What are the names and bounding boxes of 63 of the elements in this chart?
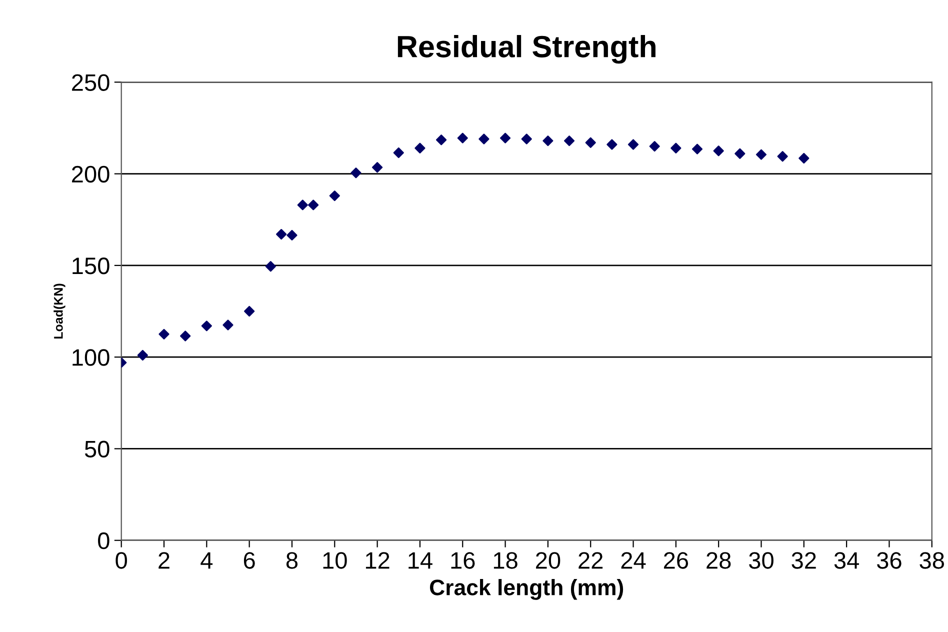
point <box>521 134 532 144</box>
x-tick-label: 2 <box>158 552 170 569</box>
y-tick-label: 50 <box>84 440 110 458</box>
point <box>564 136 575 146</box>
y-tick-label: 200 <box>72 166 110 183</box>
point <box>777 151 788 162</box>
point <box>585 137 596 148</box>
x-tick-label: 26 <box>664 552 688 569</box>
point <box>137 350 148 361</box>
point <box>201 320 212 332</box>
x-tick-label: 18 <box>494 552 518 569</box>
x-tick-label: 12 <box>366 552 390 569</box>
x-tick-label: 36 <box>876 552 902 569</box>
point <box>649 141 660 152</box>
point <box>297 200 308 210</box>
x-tick-label: 14 <box>408 552 432 569</box>
point <box>158 328 170 340</box>
point <box>308 200 319 210</box>
point <box>713 146 724 156</box>
point <box>244 306 255 317</box>
x-tick-label: 22 <box>578 552 603 569</box>
point <box>222 320 234 330</box>
x-tick-label: 34 <box>834 552 860 569</box>
point <box>436 134 447 146</box>
y-axis-title: Load(KN) <box>54 284 66 339</box>
x-tick-label: 0 <box>116 552 127 569</box>
point <box>265 261 276 272</box>
x-axis-title: Crack length (mm) <box>430 579 624 600</box>
x-tick-label: 8 <box>286 552 298 569</box>
point <box>286 230 298 240</box>
x-tick-label: 30 <box>749 552 774 569</box>
point <box>329 190 340 202</box>
point <box>670 142 682 154</box>
point <box>276 228 287 240</box>
point <box>393 147 404 158</box>
point <box>350 168 362 178</box>
point <box>756 149 767 160</box>
point <box>372 162 383 173</box>
point <box>798 152 810 164</box>
point <box>734 148 746 159</box>
point <box>478 134 490 144</box>
y-tick-label: 250 <box>72 74 110 91</box>
y-tick-label: 100 <box>72 349 110 366</box>
point <box>692 144 703 154</box>
point <box>628 139 639 150</box>
point <box>500 132 511 144</box>
chart-title: Residual Strength <box>398 35 656 64</box>
x-tick-label: 24 <box>621 552 646 569</box>
x-tick-label: 32 <box>792 552 816 569</box>
point <box>414 142 426 154</box>
x-tick-label: 16 <box>451 552 475 569</box>
x-tick-label: 6 <box>244 552 255 569</box>
y-tick-label: 150 <box>72 258 110 274</box>
x-tick-label: 28 <box>706 552 731 569</box>
point <box>542 136 554 146</box>
x-tick-label: 38 <box>920 552 944 569</box>
x-tick-label: 4 <box>200 552 213 569</box>
point <box>180 330 191 342</box>
point <box>606 139 618 150</box>
x-tick-label: 10 <box>323 552 347 569</box>
y-tick-label: 0 <box>98 532 110 550</box>
point <box>457 132 468 144</box>
x-tick-label: 20 <box>536 552 560 569</box>
